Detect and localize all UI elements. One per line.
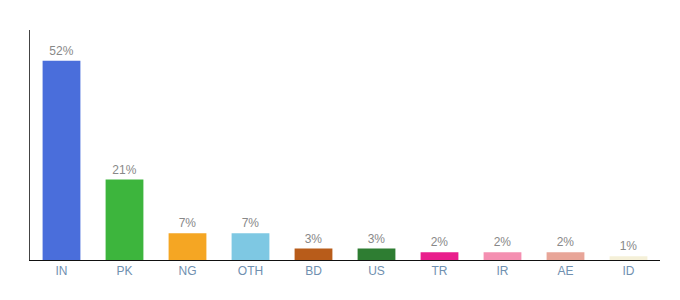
svg-text:PK: PK bbox=[116, 264, 132, 278]
svg-text:1%: 1% bbox=[620, 239, 638, 253]
svg-text:2%: 2% bbox=[557, 235, 575, 249]
svg-text:OTH: OTH bbox=[238, 264, 263, 278]
svg-text:AE: AE bbox=[557, 264, 573, 278]
svg-text:3%: 3% bbox=[305, 232, 323, 246]
svg-text:TR: TR bbox=[432, 264, 448, 278]
svg-text:21%: 21% bbox=[112, 163, 136, 177]
svg-text:2%: 2% bbox=[494, 235, 512, 249]
svg-text:ID: ID bbox=[623, 264, 635, 278]
svg-text:BD: BD bbox=[305, 264, 322, 278]
svg-text:IR: IR bbox=[497, 264, 509, 278]
svg-text:2%: 2% bbox=[431, 235, 449, 249]
svg-text:NG: NG bbox=[179, 264, 197, 278]
svg-text:US: US bbox=[368, 264, 385, 278]
svg-text:3%: 3% bbox=[368, 232, 386, 246]
svg-text:52%: 52% bbox=[49, 44, 73, 58]
svg-text:IN: IN bbox=[56, 264, 68, 278]
svg-text:7%: 7% bbox=[179, 216, 197, 230]
svg-text:7%: 7% bbox=[242, 216, 260, 230]
